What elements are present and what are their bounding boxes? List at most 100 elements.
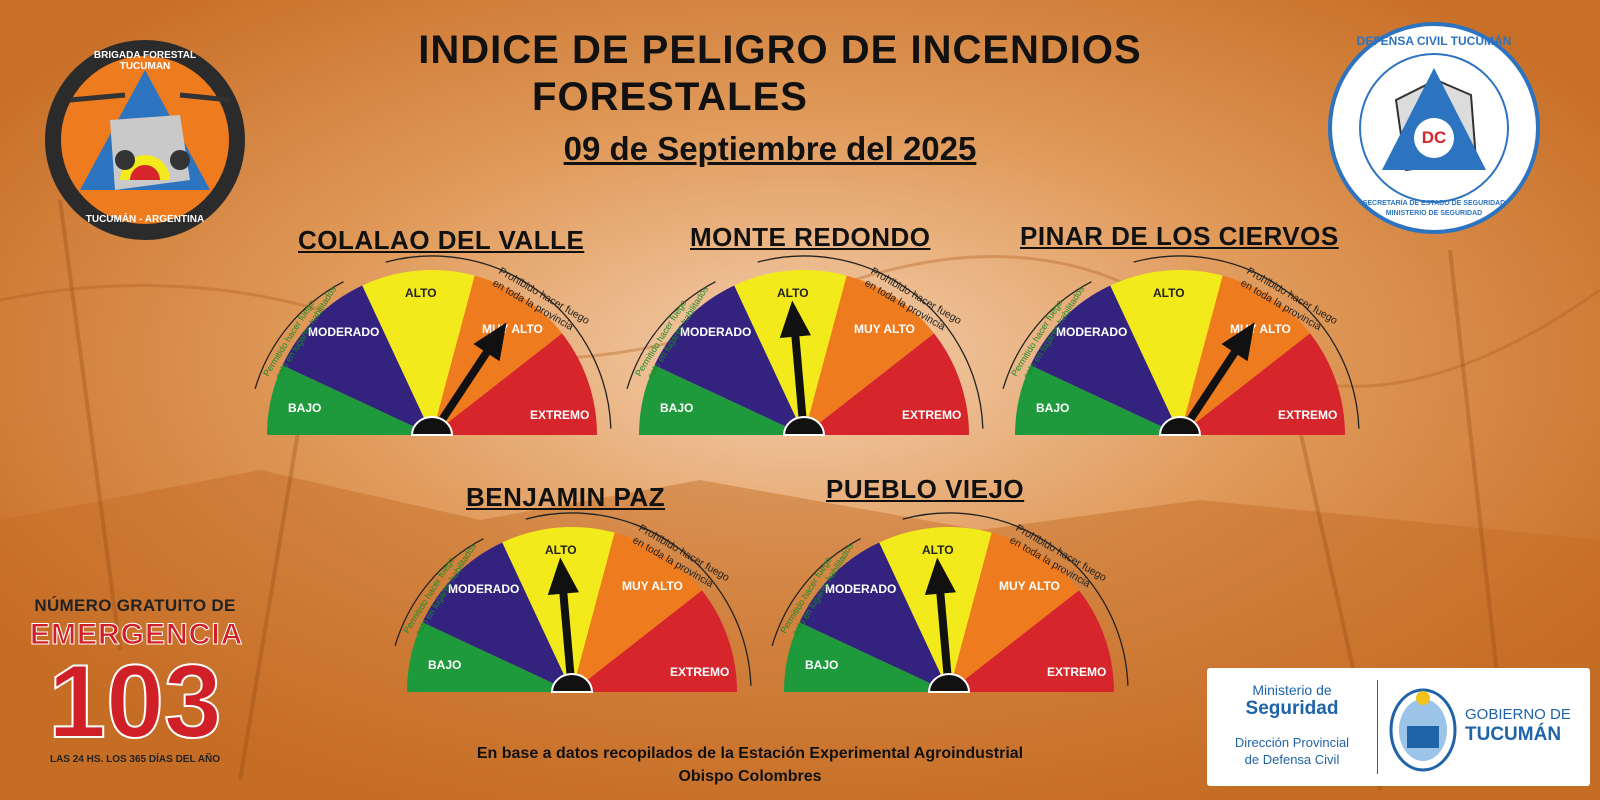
gauge-segment-alto xyxy=(879,527,992,692)
gauge-label-bajo: BAJO xyxy=(428,658,461,672)
gov-name: TUCUMÁN xyxy=(1465,724,1562,745)
gauge-label-extremo: EXTREMO xyxy=(1047,665,1106,679)
gauge-label-alto: ALTO xyxy=(405,286,437,300)
tucuman-shield-icon xyxy=(1389,688,1457,772)
gauge-segment-extremo xyxy=(804,333,969,435)
gauge-segment-bajo xyxy=(267,365,432,435)
dc-badge: DC xyxy=(1421,128,1447,147)
gauge-needle-head xyxy=(779,300,811,338)
footer-source: En base a datos recopilados de la Estaci… xyxy=(360,742,1140,788)
gauge-needle-head xyxy=(473,322,507,362)
gauge-pinar: BAJO MODERADO ALTO MUY ALTO EXTREMO Prohibido… xyxy=(1002,255,1368,505)
gauge-segment-alto xyxy=(1110,270,1223,435)
gauge-outer-arrow-left xyxy=(626,281,716,390)
gauge-segment-bajo xyxy=(1015,365,1180,435)
footer-line2: Obispo Colombres xyxy=(678,768,822,785)
gauge-colalao: BAJO MODERADO ALTO MUY ALTO EXTREMO Prohibido… xyxy=(254,255,620,505)
civil-defense-top-text: DEFENSA CIVIL TUCUMÁN xyxy=(1356,34,1512,48)
gauge-outer-arrow-right xyxy=(757,255,984,429)
report-date: 09 de Septiembre del 2025 xyxy=(563,130,977,167)
gauge-outer-arrow-right xyxy=(525,512,752,686)
brigade-logo-top-text: BRIGADA FORESTAL TUCUMAN xyxy=(93,50,197,72)
gauge-segment-muy_alto xyxy=(949,532,1080,692)
emergency-line1: NÚMERO GRATUITO DE xyxy=(34,596,236,615)
gauge-outer-arrow-right xyxy=(902,512,1129,686)
gauge-segment-moderado xyxy=(654,285,804,435)
gauge-outer-arrow-right xyxy=(385,255,612,429)
gauge-label-muy_alto: MUY ALTO xyxy=(622,579,683,593)
emergency-block: NÚMERO GRATUITO DE EMERGENCIA 103 LAS 24… xyxy=(30,596,243,765)
gauge-benjamin-paz: BAJO MODERADO ALTO MUY ALTO EXTREMO Prohibido… xyxy=(394,512,760,762)
gauge-needle-head xyxy=(1221,322,1255,362)
gauge-title-colalao: COLALAO DEL VALLE xyxy=(298,225,585,255)
brigade-logo-bottom-text: TUCUMÁN - ARGENTINA xyxy=(85,214,205,225)
gauge-label-alto: ALTO xyxy=(922,543,954,557)
gauge-segment-moderado xyxy=(799,542,949,692)
gauge-segment-extremo xyxy=(1180,333,1345,435)
brigade-emblem-icon xyxy=(45,40,245,240)
gauge-label-extremo: EXTREMO xyxy=(902,408,961,422)
gauge-segment-extremo xyxy=(432,333,597,435)
gauge-outer-arrow-right xyxy=(1133,255,1360,429)
gauge-title-monte-redondo: MONTE REDONDO xyxy=(690,222,931,252)
gauge-hub xyxy=(1158,416,1202,436)
gauge-segment-moderado xyxy=(1030,285,1180,435)
civil-defense-bottom-line1: SECRETARÍA DE ESTADO DE SEGURIDAD xyxy=(1362,200,1506,207)
gauge-outer-arrow-left xyxy=(771,538,861,647)
gauge-label-extremo: EXTREMO xyxy=(530,408,589,422)
gauge-label-bajo: BAJO xyxy=(660,401,693,415)
gauge-segment-extremo xyxy=(572,590,737,692)
gauge-label-muy_alto: MUY ALTO xyxy=(854,322,915,336)
gauge-segment-muy_alto xyxy=(804,275,935,435)
gauge-label-moderado: MODERADO xyxy=(308,325,379,339)
gauge-label-moderado: MODERADO xyxy=(1056,325,1127,339)
emergency-number: 103 xyxy=(47,644,223,760)
gauge-needle-head xyxy=(547,557,579,595)
gauge-label-bajo: BAJO xyxy=(1036,401,1069,415)
gauge-needle-head xyxy=(924,557,956,595)
gauge-segment-alto xyxy=(502,527,615,692)
gauge-segment-alto xyxy=(362,270,475,435)
gauge-hub xyxy=(410,416,454,436)
gauge-label-extremo: EXTREMO xyxy=(670,665,729,679)
emergency-hours: LAS 24 HS. LOS 365 DÍAS DEL AÑO xyxy=(49,754,221,765)
brigade-logo: BRIGADA FORESTAL TUCUMAN TUCUMÁN - ARGEN… xyxy=(30,40,260,245)
gauge-segment-extremo xyxy=(949,590,1114,692)
gauge-outer-arrow-left xyxy=(1002,281,1092,390)
gauge-hub xyxy=(550,673,594,693)
gauge-hub xyxy=(927,673,971,693)
gauge-pueblo-viejo: BAJO MODERADO ALTO MUY ALTO EXTREMO Prohibido… xyxy=(771,512,1137,762)
page-title: INDICE DE PELIGRO DE INCENDIOS xyxy=(418,28,1142,72)
direction-line2: de Defensa Civil xyxy=(1244,752,1340,767)
page-title-line2: FORESTALES xyxy=(532,75,808,119)
gauge-label-moderado: MODERADO xyxy=(680,325,751,339)
gauge-title-pinar: PINAR DE LOS CIERVOS xyxy=(1020,221,1339,251)
gauge-segment-bajo xyxy=(784,622,949,692)
gauge-label-moderado: MODERADO xyxy=(825,582,896,596)
gauge-outer-arrow-left xyxy=(254,281,344,390)
ministry-prefix: Ministerio de xyxy=(1252,682,1332,698)
gauge-segment-alto xyxy=(734,270,847,435)
civil-defense-logo: DC DEFENSA CIVIL TUCUMÁN SECRETARÍA DE E… xyxy=(1326,20,1542,241)
gauge-segment-bajo xyxy=(407,622,572,692)
civil-defense-bottom-line2: MINISTERIO DE SEGURIDAD xyxy=(1385,210,1483,217)
gauge-label-alto: ALTO xyxy=(545,543,577,557)
gauge-segment-bajo xyxy=(639,365,804,435)
footer-line1: En base a datos recopilados de la Estaci… xyxy=(476,745,1024,762)
gov-prefix: GOBIERNO DE xyxy=(1465,706,1571,723)
gauge-label-alto: ALTO xyxy=(1153,286,1185,300)
gauge-hub xyxy=(782,416,826,436)
gauge-monte-redondo: BAJO MODERADO ALTO MUY ALTO EXTREMO Prohibido… xyxy=(626,255,992,505)
gauge-outer-arrow-left xyxy=(394,538,484,647)
civil-defense-triangle-icon xyxy=(1328,22,1540,234)
gauge-label-bajo: BAJO xyxy=(288,401,321,415)
gauge-label-muy_alto: MUY ALTO xyxy=(999,579,1060,593)
gauge-segment-moderado xyxy=(282,285,432,435)
gauge-segment-moderado xyxy=(422,542,572,692)
gauge-label-bajo: BAJO xyxy=(805,658,838,672)
